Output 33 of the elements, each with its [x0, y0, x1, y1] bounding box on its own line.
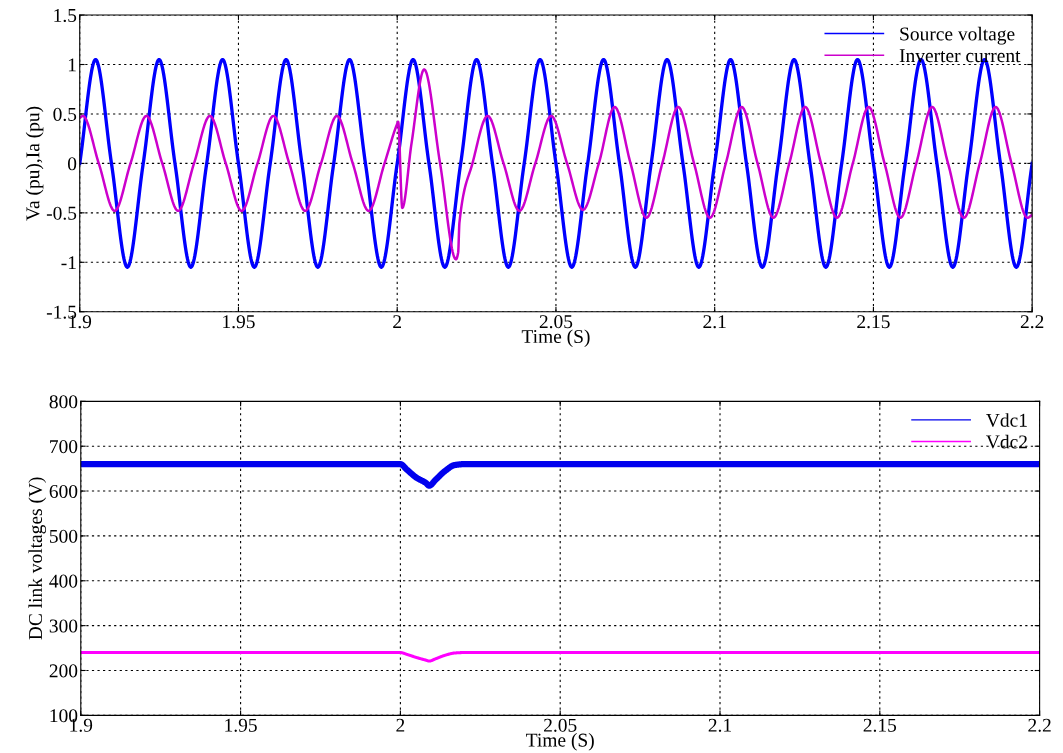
legend-label: Source voltage: [900, 26, 1015, 45]
legend-label: Inverter current: [899, 49, 1021, 63]
y-tick-label: 1.5: [54, 8, 77, 23]
x-tick-label: 2.2: [1028, 718, 1051, 732]
x-tick-label: 2.15: [863, 718, 897, 732]
x-axis-title: Time (S): [526, 732, 594, 751]
x-tick-label: 1.95: [225, 718, 257, 732]
y-tick-label: 300: [49, 619, 78, 633]
y-tick-label: 700: [50, 440, 78, 454]
y-tick-label: 0: [67, 157, 77, 171]
x-tick-label: 2.05: [539, 315, 573, 329]
y-tick-label: 1: [68, 58, 76, 72]
x-tick-label: 2.1: [708, 718, 731, 732]
x-tick-label: 2.2: [1020, 315, 1044, 329]
x-tick-label: 2: [393, 315, 401, 329]
y-tick-label: 0.5: [53, 107, 77, 121]
y-axis-title: Va (pu),Ia (pu): [25, 106, 44, 221]
y-tick-label: -0.5: [46, 206, 77, 220]
legend-label: Vdc1: [986, 413, 1027, 427]
x-tick-label: 2: [396, 718, 405, 732]
x-tick-label: 2.05: [544, 718, 577, 732]
y-axis-title: DC link voltages (V): [28, 477, 47, 640]
y-tick-label: 500: [49, 529, 78, 543]
x-tick-label: 2.1: [703, 315, 726, 329]
x-tick-label: 1.95: [223, 315, 255, 329]
y-tick-label: 400: [49, 574, 78, 588]
x-axis-title: Time (S): [521, 329, 590, 348]
legend-label: Vdc2: [986, 434, 1027, 449]
y-tick-label: -1: [61, 256, 76, 270]
y-tick-label: 800: [49, 395, 78, 409]
y-tick-label: 600: [49, 484, 78, 498]
x-tick-label: 2.15: [857, 315, 890, 329]
y-tick-label: 200: [49, 664, 78, 678]
